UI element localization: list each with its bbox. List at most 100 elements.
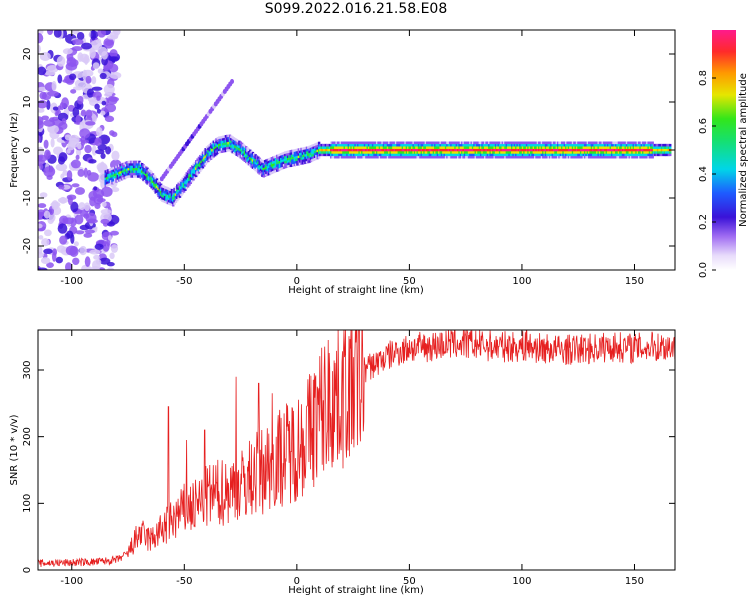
spectrogram-cell <box>339 151 342 154</box>
spectrogram-cell <box>519 153 522 157</box>
spectrogram-cell <box>640 155 644 159</box>
spectrogram-cell <box>236 151 240 155</box>
spectrogram-cell <box>455 148 459 152</box>
spectrogram-cell <box>317 153 321 157</box>
spectrogram-cell <box>427 146 430 149</box>
spectrogram-cell <box>342 141 345 145</box>
spectrogram-cell <box>111 187 120 193</box>
spectrogram-cell <box>561 148 564 152</box>
spectrogram-cell <box>547 143 550 147</box>
spectrogram-cell <box>405 146 409 149</box>
spectrogram-cell <box>323 148 326 152</box>
spectrogram-cell <box>265 161 268 165</box>
spectrogram-cell <box>326 151 329 154</box>
spectrogram-cell <box>204 148 207 151</box>
spectrogram-cell <box>579 146 583 149</box>
spectrogram-cell <box>570 141 573 145</box>
spectrogram-cell <box>265 173 268 177</box>
spectrogram-cell <box>632 151 635 154</box>
spectrogram-cell <box>423 143 426 147</box>
spectrogram-cell <box>126 170 129 174</box>
spectrogram-cell <box>593 143 596 147</box>
spectrogram-cell <box>643 148 646 152</box>
spectrogram-cell <box>159 185 163 189</box>
spectrogram-cell <box>419 141 422 145</box>
spectrogram-cell <box>416 155 419 159</box>
spectrogram-cell <box>181 179 184 183</box>
spectrogram-cell <box>621 151 625 154</box>
spectrogram-cell <box>407 151 410 154</box>
spectrogram-cell <box>517 146 521 149</box>
spectrogram-cell <box>359 143 363 147</box>
spectrogram-cell <box>523 146 526 149</box>
spectrogram-cell <box>382 146 386 149</box>
spectrogram-cell <box>332 153 336 157</box>
spectrogram-cell <box>330 141 333 145</box>
spectrogram-cell <box>342 148 345 152</box>
spectrogram-cell <box>516 143 519 147</box>
spectrogram-cell <box>388 151 391 154</box>
spectrogram-cell <box>562 148 565 152</box>
spectrogram-cell <box>471 151 475 154</box>
spectrogram-cell <box>613 151 617 154</box>
spectrogram-cell <box>482 143 486 147</box>
spectrogram-cell <box>562 155 565 159</box>
spectrogram-cell <box>94 137 102 147</box>
spectrogram-cell <box>608 153 611 157</box>
spectrogram-cell <box>319 153 322 157</box>
spectrogram-cell <box>457 153 460 157</box>
spectrogram-cell <box>312 151 315 154</box>
spectrogram-cell <box>454 153 457 157</box>
spectrogram-cell <box>438 141 441 145</box>
spectrogram-cell <box>250 160 253 163</box>
spectrogram-cell <box>255 155 259 158</box>
spectrogram-cell <box>479 151 483 154</box>
spectrogram-cell <box>533 151 537 154</box>
spectrogram-cell <box>523 143 526 147</box>
spectrogram-cell <box>538 141 541 145</box>
spectrogram-cell <box>316 149 319 153</box>
spectrogram-cell <box>362 148 365 152</box>
spectrogram-cell <box>660 151 664 154</box>
spectrogram-cell <box>107 171 110 175</box>
spectrogram-cell <box>632 148 635 152</box>
spectrogram-cell <box>327 153 330 157</box>
spectrogram-cell <box>286 162 290 166</box>
spectrogram-cell <box>660 146 664 149</box>
spectrogram-cell <box>454 146 457 149</box>
spectrogram-cell <box>504 153 507 157</box>
spectrogram-cell <box>392 141 395 145</box>
spectrogram-cell <box>581 148 584 152</box>
spectrogram-cell <box>498 153 502 157</box>
spectrogram-cell <box>556 153 560 157</box>
spectrogram-cell <box>162 185 165 189</box>
spectrogram-xlabel: Height of straight line (km) <box>288 285 424 296</box>
spectrogram-cell <box>594 148 598 152</box>
spectrogram-cell <box>452 155 456 159</box>
spectrogram-cell <box>508 151 511 154</box>
spectrogram-cell <box>402 153 406 157</box>
spectrogram-cell <box>570 151 573 154</box>
spectrogram-cell <box>138 163 141 166</box>
spectrogram-cell <box>362 143 365 147</box>
spectrogram-cell <box>443 143 446 147</box>
spectrogram-cell <box>544 151 548 154</box>
spectrogram-cell <box>533 146 537 149</box>
spectrogram-cell <box>469 148 472 152</box>
spectrogram-cell <box>660 153 664 157</box>
spectrogram-cell <box>355 141 359 145</box>
spectrogram-cell <box>642 141 645 145</box>
spectrogram-cell <box>142 168 145 172</box>
spectrogram-cell <box>467 155 471 159</box>
spectrogram-cell <box>434 151 437 154</box>
spectrogram-cell <box>402 151 406 154</box>
spectrogram-cell <box>319 148 322 152</box>
spectrogram-cell <box>278 158 282 161</box>
spectrogram-cell <box>257 163 260 167</box>
spectrogram-cell <box>544 146 548 149</box>
spectrogram-cell <box>369 146 372 149</box>
spectrogram-cell <box>596 153 599 157</box>
spectrogram-cell <box>421 151 425 154</box>
spectrogram-cell <box>309 149 313 153</box>
spectrogram-cell <box>370 148 373 152</box>
